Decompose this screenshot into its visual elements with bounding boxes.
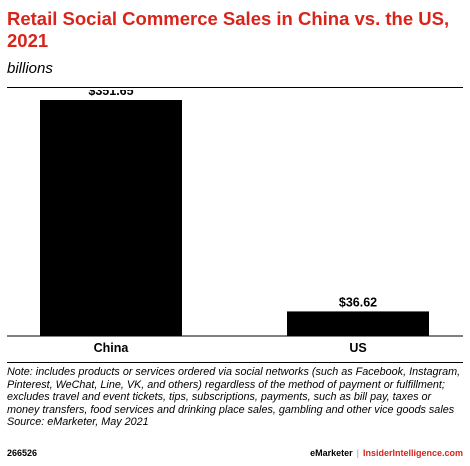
source-text: Source: eMarketer, May 2021 bbox=[7, 416, 149, 428]
note-text: Note: includes products or services orde… bbox=[7, 366, 461, 416]
footer-separator: | bbox=[356, 448, 359, 458]
data-label-china: $351.65 bbox=[88, 90, 133, 98]
footer-brands: eMarketer | InsiderIntelligence.com bbox=[310, 448, 463, 458]
x-tick-label-china: China bbox=[94, 341, 130, 355]
top-divider bbox=[7, 87, 463, 88]
brand-insider-intelligence: InsiderIntelligence.com bbox=[362, 448, 463, 458]
footer: 266526 eMarketer | InsiderIntelligence.com bbox=[7, 448, 463, 462]
x-tick-label-us: US bbox=[349, 341, 366, 355]
data-label-us: $36.62 bbox=[339, 295, 377, 309]
chart-title: Retail Social Commerce Sales in China vs… bbox=[7, 8, 450, 51]
note-divider bbox=[7, 362, 463, 363]
chart-subtitle: billions bbox=[7, 60, 53, 77]
brand-emarketer: eMarketer bbox=[310, 448, 353, 458]
chart-note: Note: includes products or services orde… bbox=[7, 366, 465, 429]
bar-china bbox=[40, 100, 182, 336]
bar-chart: $351.65 China $36.62 US bbox=[7, 90, 463, 355]
bar-us bbox=[287, 311, 429, 336]
chart-id: 266526 bbox=[7, 448, 38, 458]
